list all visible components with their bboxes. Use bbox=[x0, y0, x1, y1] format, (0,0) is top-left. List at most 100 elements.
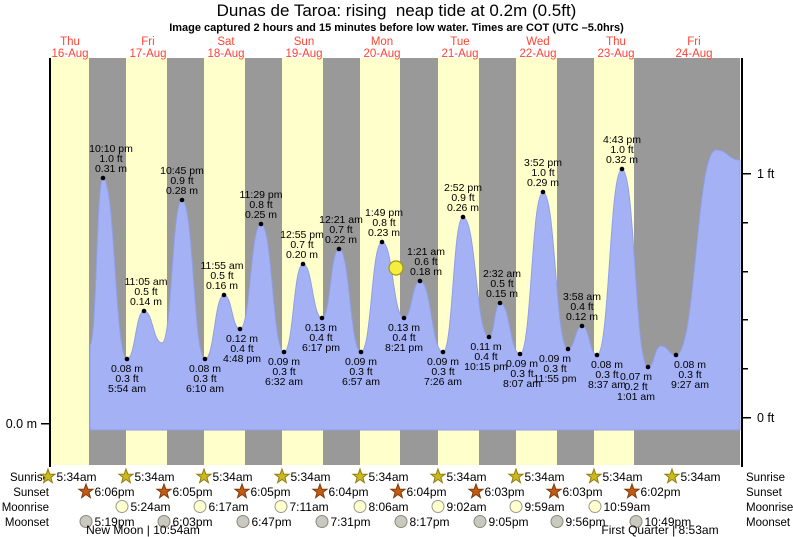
tide-extreme-label-line: 0.28 m bbox=[166, 185, 198, 197]
moonrise-icon bbox=[588, 500, 602, 513]
moonrise-icon bbox=[509, 500, 523, 513]
sunrise-time: 5:34am bbox=[369, 470, 409, 484]
day-label-weekday: Thu bbox=[606, 36, 626, 48]
tide-extreme-label-line: 7:26 am bbox=[424, 376, 462, 388]
tide-extreme-dot bbox=[486, 334, 492, 340]
page-subtitle: Image captured 2 hours and 15 minutes be… bbox=[169, 22, 624, 34]
tide-extreme-label-line: 0.09 m bbox=[539, 353, 571, 365]
tide-extreme-dot bbox=[124, 356, 130, 362]
sunrise-icon bbox=[351, 467, 369, 484]
tide-extreme-dot bbox=[319, 315, 325, 321]
tide-extreme-label-line: 6:17 pm bbox=[302, 342, 340, 354]
day-label-weekday: Thu bbox=[60, 36, 80, 48]
tide-extreme-label-line: 11:55 am bbox=[201, 260, 244, 272]
tide-extreme-label-line: 0.3 ft bbox=[193, 373, 216, 385]
tide-extreme-label-line: 0.16 m bbox=[206, 280, 238, 292]
tide-extreme-label-line: 1.0 ft bbox=[531, 167, 554, 179]
day-band bbox=[50, 58, 89, 465]
left-axis bbox=[49, 58, 51, 467]
day-label-date: 23-Aug bbox=[597, 48, 634, 60]
moonrise-row-label-left: Moonrise bbox=[2, 502, 49, 514]
tide-extreme-dot bbox=[673, 352, 679, 358]
tide-extreme-label-line: 0.4 ft bbox=[392, 332, 415, 344]
tide-extreme-dot bbox=[100, 175, 106, 181]
moonset-icon bbox=[394, 515, 408, 528]
sunrise-icon bbox=[429, 467, 447, 484]
tide-extreme-label-line: 0.26 m bbox=[447, 202, 479, 214]
tide-extreme-dot bbox=[300, 261, 306, 267]
tide-extreme-label-line: 0.3 ft bbox=[510, 368, 533, 380]
axis-tick bbox=[742, 173, 751, 175]
sunrise-time: 5:34am bbox=[525, 470, 565, 484]
day-label-weekday: Sun bbox=[294, 36, 314, 48]
sunset-row-label-right: Sunset bbox=[746, 487, 783, 499]
sunset-time: 6:02pm bbox=[641, 485, 681, 499]
day-label-date: 22-Aug bbox=[519, 48, 556, 60]
day-label-weekday: Fri bbox=[141, 36, 154, 48]
moonrise-time: 9:02am bbox=[447, 500, 487, 514]
sunset-time: 6:05pm bbox=[251, 485, 291, 499]
tide-extreme-label-line: 0.2 ft bbox=[624, 381, 647, 393]
sunset-time: 6:03pm bbox=[563, 485, 603, 499]
tide-extreme-dot bbox=[141, 308, 147, 314]
sunrise-icon bbox=[507, 467, 525, 484]
tide-extreme-label-line: 8:21 pm bbox=[385, 342, 423, 354]
sunrise-time: 5:34am bbox=[291, 470, 331, 484]
tide-extreme-label-line: 0.13 m bbox=[388, 322, 420, 334]
moonset-time: 6:03pm bbox=[173, 515, 213, 529]
tide-extreme-label-line: 0.4 ft bbox=[230, 343, 253, 355]
tide-extreme-label-line: 0.13 m bbox=[305, 322, 337, 334]
sunrise-time: 5:34am bbox=[681, 470, 721, 484]
current-time-marker bbox=[388, 260, 404, 276]
axis-label-ft: 0 ft bbox=[757, 411, 775, 425]
sunrise-time: 5:34am bbox=[135, 470, 175, 484]
moonrise-icon bbox=[193, 500, 207, 513]
tide-extreme-label-line: 0.08 m bbox=[591, 359, 623, 371]
axis-tick bbox=[742, 368, 748, 370]
tide-extreme-label-line: 0.23 m bbox=[368, 227, 400, 239]
day-label-weekday: Sat bbox=[217, 36, 235, 48]
right-axis bbox=[741, 58, 743, 467]
sunset-time: 6:04pm bbox=[329, 485, 369, 499]
moonset-icon bbox=[157, 515, 171, 528]
tide-extreme-label-line: 0.22 m bbox=[325, 234, 357, 246]
tide-extreme-dot bbox=[540, 189, 546, 195]
tide-extreme-label-line: 0.08 m bbox=[189, 363, 221, 375]
axis-tick bbox=[742, 417, 751, 419]
sunset-icon bbox=[233, 482, 251, 499]
sunrise-time: 5:34am bbox=[213, 470, 253, 484]
tide-extreme-label-line: 0.18 m bbox=[410, 266, 442, 278]
axis-tick bbox=[742, 319, 748, 321]
sunrise-time: 5:34am bbox=[603, 470, 643, 484]
moonrise-time: 6:17am bbox=[209, 500, 249, 514]
tide-extreme-dot bbox=[497, 300, 503, 306]
tide-extreme-label-line: 0.7 ft bbox=[329, 224, 352, 236]
sunrise-icon bbox=[195, 467, 213, 484]
day-label-weekday: Wed bbox=[526, 36, 549, 48]
day-label-weekday: Fri bbox=[687, 36, 700, 48]
tide-extreme-label-line: 1.0 ft bbox=[610, 144, 633, 156]
tide-extreme-label-line: 0.3 ft bbox=[431, 366, 454, 378]
tide-extreme-label-line: 0.7 ft bbox=[290, 239, 313, 251]
tide-extreme-label-line: 0.15 m bbox=[486, 288, 518, 300]
tide-extreme-label-line: 0.09 m bbox=[506, 358, 538, 370]
moonrise-icon bbox=[115, 500, 129, 513]
sunrise-row-label-left: Sunrise bbox=[10, 472, 49, 484]
tide-extreme-label-line: 0.5 ft bbox=[134, 286, 157, 298]
tide-extreme-dot bbox=[579, 323, 585, 329]
tide-extreme-label-line: 0.20 m bbox=[286, 249, 318, 261]
moonrise-icon bbox=[431, 500, 445, 513]
tide-extreme-label-line: 4:48 pm bbox=[223, 353, 261, 365]
tide-extreme-label-line: 0.3 ft bbox=[595, 369, 618, 381]
moonset-time: 10:49pm bbox=[645, 515, 692, 529]
tide-extreme-dot bbox=[645, 364, 651, 370]
moonrise-time: 9:59am bbox=[525, 500, 565, 514]
tide-extreme-dot bbox=[221, 292, 227, 298]
tide-extreme-label-line: 9:27 am bbox=[671, 379, 709, 391]
sunset-icon bbox=[77, 482, 95, 499]
day-label-date: 17-Aug bbox=[129, 48, 166, 60]
tide-extreme-label-line: 0.08 m bbox=[111, 363, 143, 375]
tide-extreme-label-line: 4:43 pm bbox=[603, 134, 641, 146]
tide-extreme-dot bbox=[565, 346, 571, 352]
